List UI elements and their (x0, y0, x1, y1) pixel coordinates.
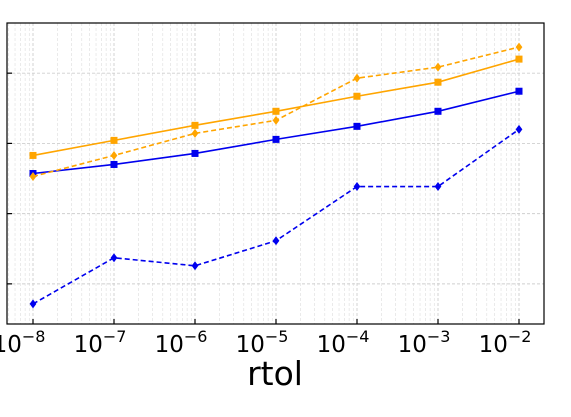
data-point-diamond (353, 182, 361, 192)
data-point-diamond (29, 299, 37, 309)
data-point-diamond (110, 253, 118, 263)
series-0 (29, 55, 523, 159)
x-tick-label: 10−3 (398, 327, 451, 358)
series-2 (29, 42, 523, 182)
y-axis-ticks (7, 72, 12, 285)
data-point-diamond (434, 62, 442, 72)
data-point-diamond (272, 236, 280, 246)
x-tick-label: 10−6 (155, 327, 208, 358)
plot-series (29, 42, 523, 309)
data-point-diamond (272, 115, 280, 125)
x-tick-label: 10−4 (317, 327, 370, 358)
data-point-square (272, 135, 280, 143)
data-point-square (110, 136, 118, 144)
data-point-square (434, 107, 442, 115)
data-point-square (110, 160, 118, 168)
data-point-square (29, 151, 37, 159)
x-axis-label: rtol (247, 354, 303, 393)
data-point-diamond (353, 73, 361, 83)
data-point-square (353, 122, 361, 130)
x-tick-label: 10−5 (236, 327, 289, 358)
data-point-diamond (191, 261, 199, 271)
data-point-diamond (515, 42, 523, 52)
data-point-diamond (110, 150, 118, 160)
data-point-square (515, 55, 523, 63)
data-point-square (191, 121, 199, 129)
x-tick-label: 10−2 (479, 327, 532, 358)
plot-frame (6, 22, 545, 325)
data-point-square (515, 87, 523, 95)
data-point-square (272, 107, 280, 115)
grid-lines (7, 23, 544, 324)
data-point-diamond (515, 124, 523, 134)
data-point-square (434, 78, 442, 86)
series-3 (29, 124, 523, 309)
x-tick-label: 10−7 (74, 327, 127, 358)
x-axis-ticks: 10−8 10−7 10−6 10−5 10−4 10−3 10−2 (0, 319, 531, 358)
data-point-square (191, 149, 199, 157)
data-point-diamond (191, 128, 199, 138)
data-point-diamond (29, 172, 37, 182)
data-point-square (353, 92, 361, 100)
x-tick-label: 10−8 (0, 327, 45, 358)
data-point-diamond (434, 182, 442, 192)
